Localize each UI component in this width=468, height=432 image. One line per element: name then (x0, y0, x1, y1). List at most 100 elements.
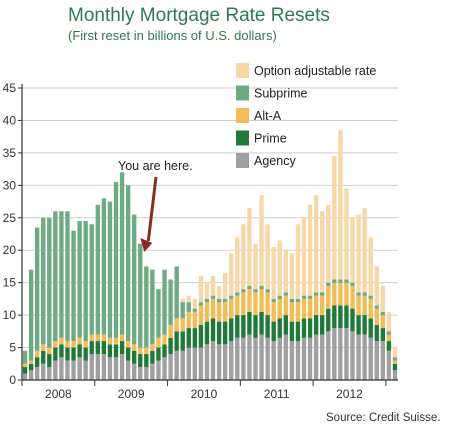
bar-altA (271, 302, 276, 322)
bar-optionARM (259, 195, 264, 286)
bar-optionARM (368, 237, 373, 296)
bar-agency (380, 341, 386, 380)
bar-optionARM (344, 188, 349, 280)
bar-prime (307, 318, 313, 338)
bar-altA (350, 285, 355, 309)
y-tick-label: 10 (3, 308, 17, 322)
bar-subprime (222, 298, 228, 303)
bar-altA (392, 360, 398, 364)
bar-prime (332, 305, 337, 329)
bar-optionARM (198, 276, 204, 303)
y-tick-label: 0 (9, 373, 16, 387)
bar-prime (356, 315, 361, 335)
bar-optionARM (229, 253, 234, 296)
bar-altA (295, 302, 301, 322)
bar-subprime (138, 243, 143, 348)
bar-altA (283, 295, 288, 316)
legend-label-subprime: Subprime (254, 87, 308, 101)
legend-swatch-altA (236, 108, 249, 123)
bar-prime (338, 305, 343, 329)
bar-agency (313, 334, 319, 380)
bar-subprime (174, 266, 179, 319)
bar-agency (77, 357, 82, 380)
bar-altA (277, 298, 282, 319)
bar-subprime (259, 285, 264, 290)
bar-agency (332, 328, 337, 380)
bar-subprime (132, 214, 137, 345)
bar-agency (295, 341, 301, 380)
bar-altA (156, 337, 161, 348)
bar-subprime (356, 292, 361, 296)
bar-subprime (380, 311, 386, 316)
bar-altA (344, 282, 349, 306)
bar-prime (295, 321, 301, 342)
bar-subprime (235, 292, 240, 296)
bar-altA (362, 295, 367, 316)
bar-altA (34, 350, 40, 358)
y-tick-label: 35 (3, 146, 17, 160)
bar-optionARM (332, 156, 337, 280)
bar-prime (253, 315, 258, 338)
bar-subprime (186, 302, 191, 312)
legend-swatch-subprime (236, 85, 249, 101)
bar-agency (138, 367, 143, 380)
bar-subprime (41, 217, 46, 345)
bar-agency (320, 334, 325, 380)
source-note: Source: Credit Suisse. (326, 412, 441, 424)
bar-subprime (59, 211, 64, 338)
bar-agency (113, 357, 119, 380)
bar-optionARM (301, 217, 307, 296)
bar-agency (150, 363, 155, 380)
bar-agency (180, 350, 185, 380)
bar-optionARM (356, 214, 361, 293)
bar-optionARM (386, 311, 392, 332)
bar-subprime (386, 331, 392, 335)
bars (22, 130, 398, 380)
bar-altA (320, 295, 325, 316)
bar-altA (119, 334, 125, 342)
bar-prime (259, 311, 264, 335)
bar-altA (307, 298, 313, 319)
bar-altA (138, 347, 143, 355)
bar-agency (326, 331, 331, 380)
bar-subprime (313, 292, 319, 296)
bar-prime (41, 350, 46, 364)
bar-altA (132, 344, 137, 351)
bar-subprime (34, 227, 40, 351)
bar-altA (198, 305, 204, 325)
bar-altA (374, 308, 379, 325)
bar-agency (125, 360, 131, 380)
y-tick-label: 15 (3, 276, 17, 290)
bar-agency (204, 344, 210, 380)
bar-prime (289, 321, 295, 342)
x-tick-label: 2008 (45, 387, 72, 401)
bar-agency (95, 354, 100, 380)
bar-prime (192, 328, 198, 348)
bar-altA (332, 282, 337, 306)
legend-swatch-prime (236, 130, 249, 146)
bar-prime (283, 315, 288, 335)
legend-label-altA: Alt-A (254, 109, 282, 123)
bar-subprime (125, 185, 131, 342)
bar-agency (71, 360, 76, 380)
bar-prime (362, 315, 367, 335)
bar-agency (289, 341, 295, 380)
bar-altA (222, 302, 228, 322)
bar-subprime (101, 198, 107, 335)
bar-subprime (229, 295, 234, 299)
bar-agency (301, 337, 307, 380)
bar-prime (386, 341, 392, 351)
axes: 0 5 10 15 20 25 30 35 40 45 2008 2009 2010 2011 2012 (3, 81, 398, 401)
chart-title: Monthly Mortgage Rate Resets (68, 5, 330, 26)
bar-altA (229, 298, 234, 319)
bar-prime (380, 328, 386, 342)
bar-altA (380, 315, 386, 329)
bar-altA (265, 292, 270, 316)
bar-subprime (326, 282, 331, 286)
bar-agency (253, 337, 258, 380)
bar-prime (313, 315, 319, 335)
bar-optionARM (326, 204, 331, 283)
bar-altA (386, 334, 392, 342)
bar-prime (53, 347, 58, 361)
